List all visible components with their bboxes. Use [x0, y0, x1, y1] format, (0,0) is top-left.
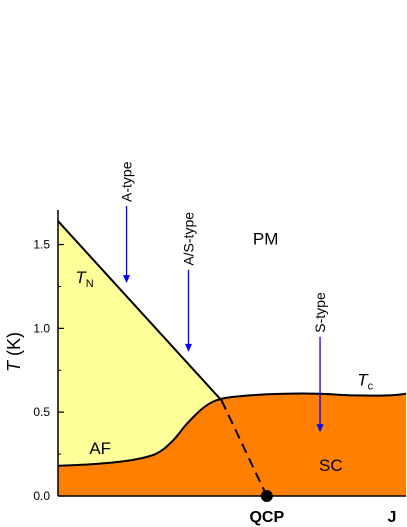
y-tick-label: 1.0 — [33, 321, 50, 335]
annotation-label: S-type — [312, 292, 328, 333]
region-label-sc: SC — [319, 456, 343, 475]
region-label-pm: PM — [253, 230, 279, 249]
tn-line — [57, 220, 223, 402]
annotation-arrow-head — [185, 343, 192, 352]
tc-label-sub: c — [368, 380, 374, 392]
tc-line — [57, 392, 407, 467]
sc-region — [58, 393, 406, 496]
tn-label-sub: N — [86, 278, 94, 290]
tn-dashed-line — [220, 400, 268, 497]
annotation-label: A-type — [119, 161, 135, 202]
tn-label: TN — [75, 268, 93, 290]
af-region — [58, 221, 222, 466]
tc-label-main: T — [357, 370, 369, 389]
tc-label: Tc — [357, 370, 373, 392]
x-axis-label: J — [388, 509, 397, 526]
y-tick-label: 1.5 — [33, 238, 50, 252]
qcp-label: QCP — [249, 509, 284, 526]
y-tick-label: 0.0 — [33, 489, 50, 503]
y-axis-label: T (K) — [4, 332, 24, 372]
annotation-arrow-head — [123, 275, 131, 284]
annotation-label: A/S-type — [181, 212, 197, 266]
annotation-arrow-head — [316, 424, 324, 433]
tn-label-main: T — [75, 268, 87, 287]
region-label-af: AF — [89, 439, 111, 458]
y-tick-label: 0.5 — [33, 405, 50, 419]
